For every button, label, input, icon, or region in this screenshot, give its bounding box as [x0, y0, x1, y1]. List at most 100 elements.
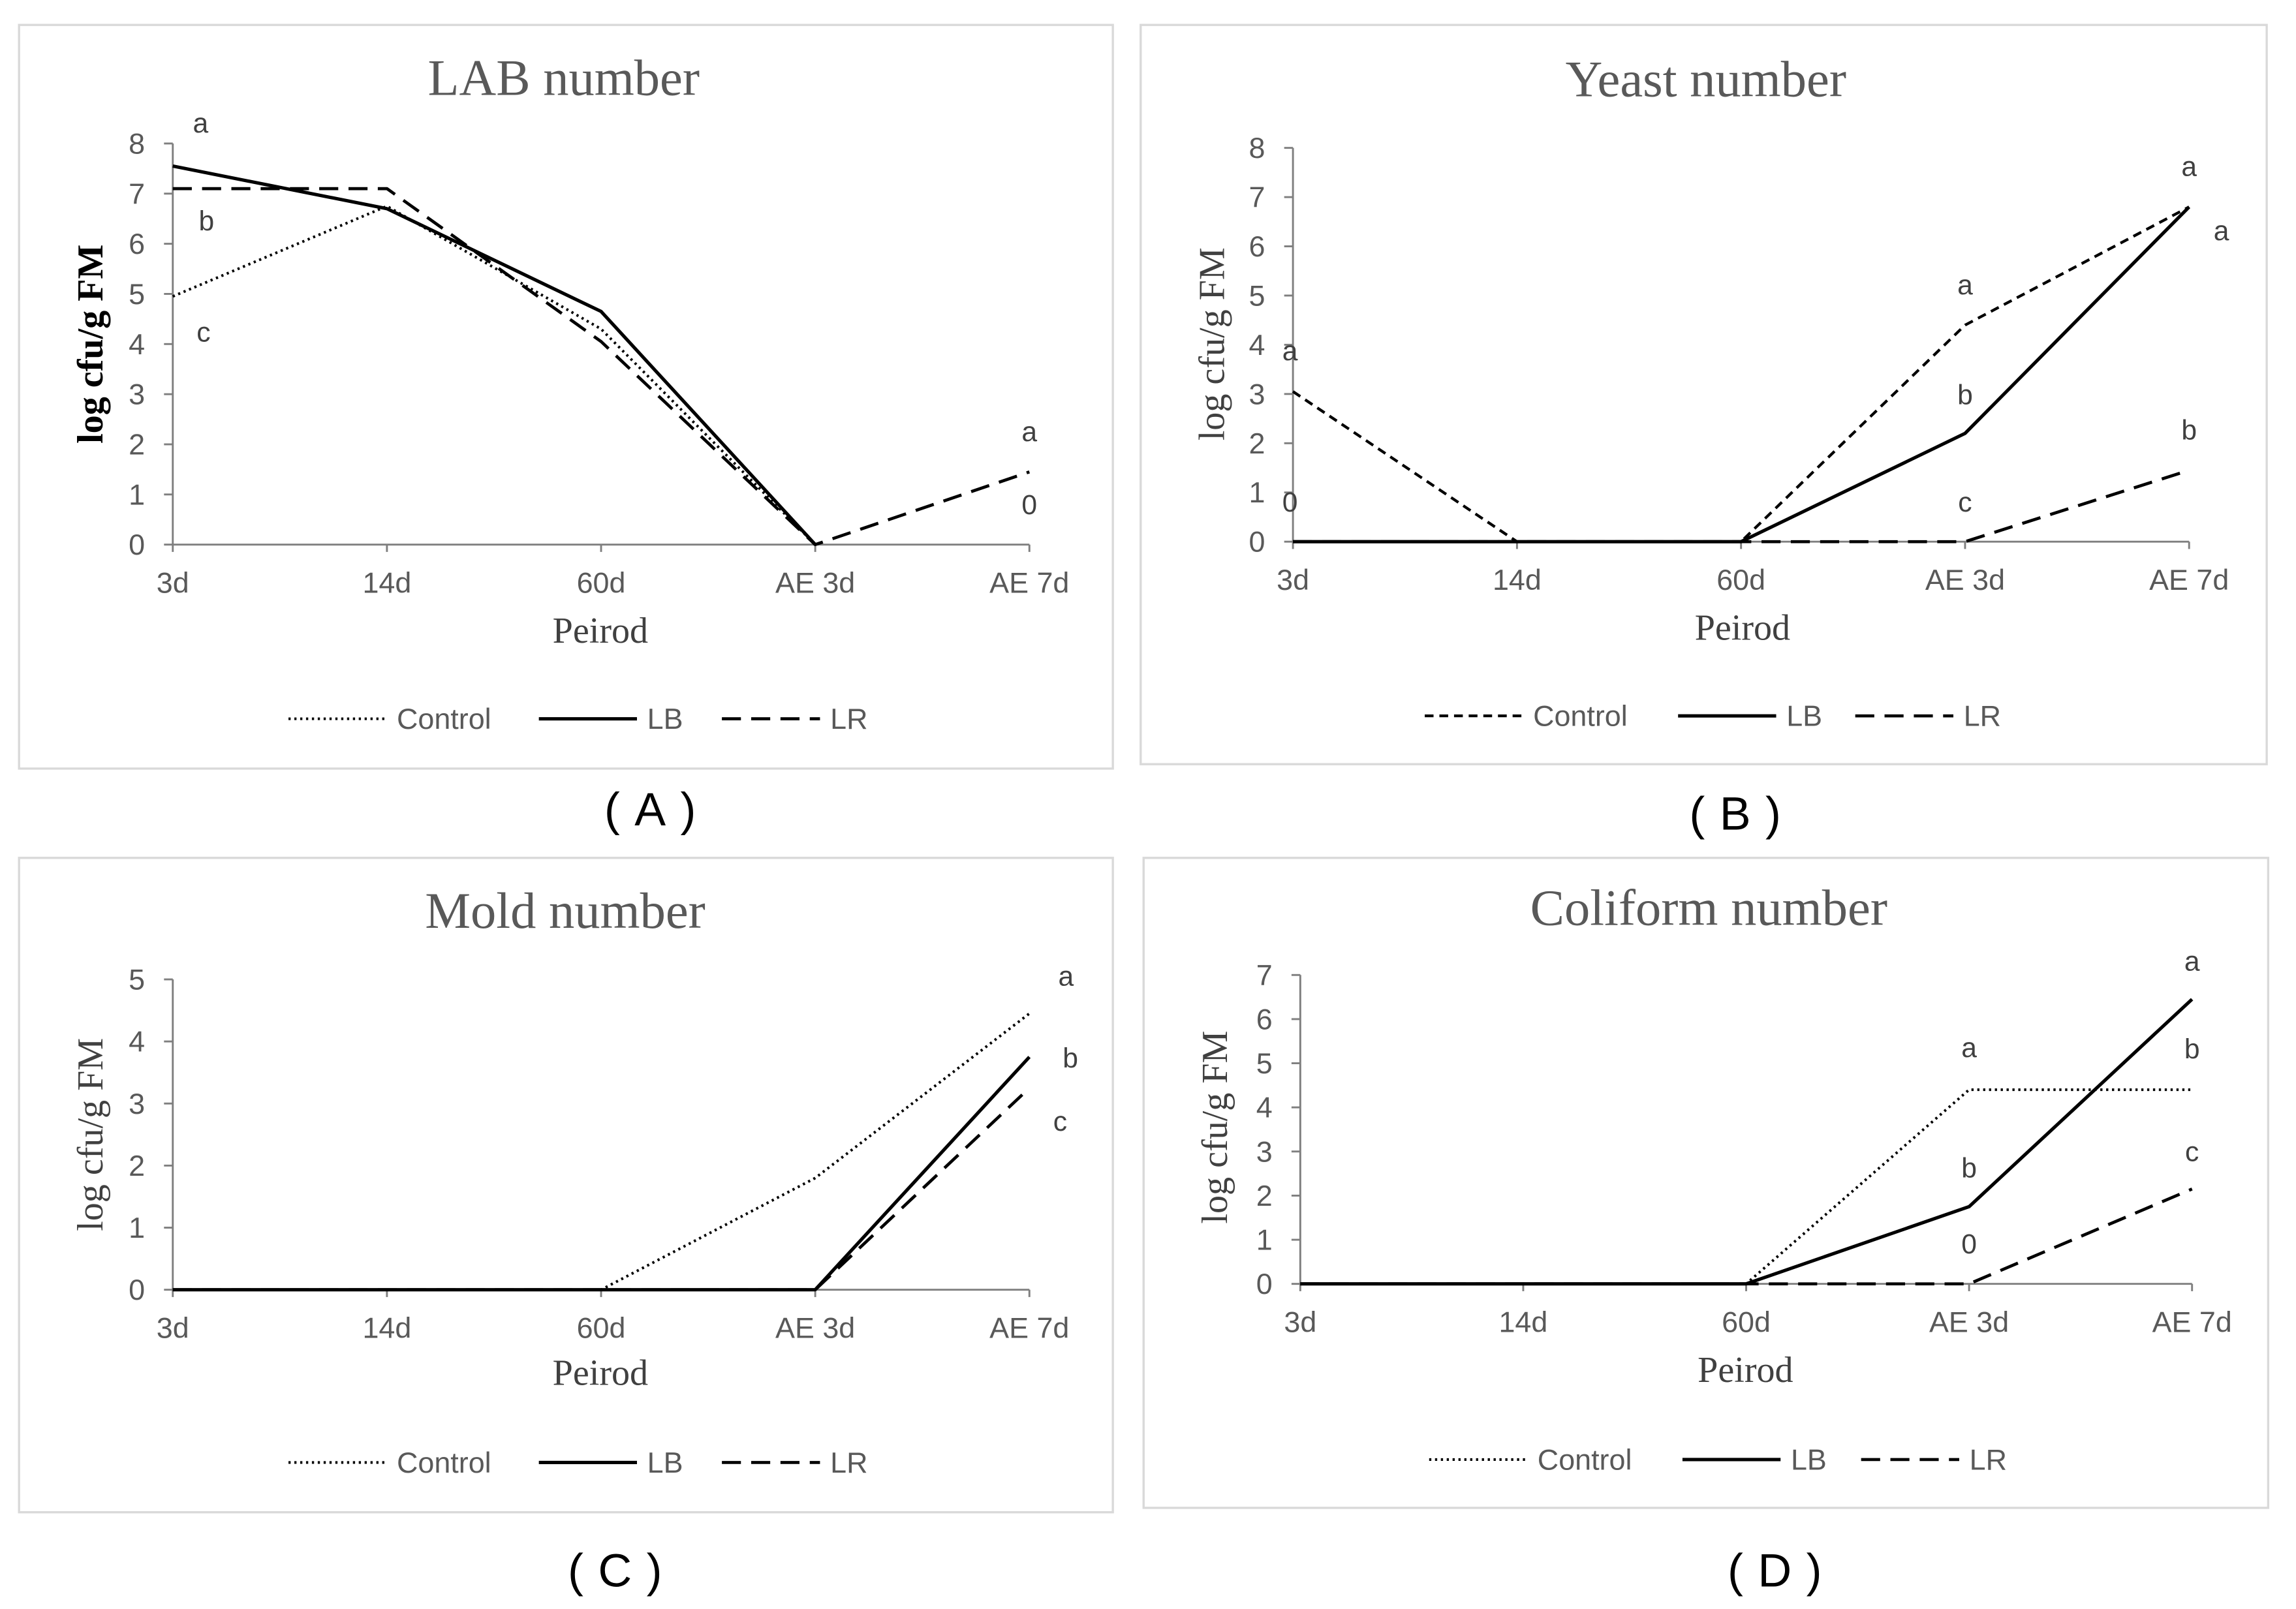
x-tick-label: 60d — [1722, 1306, 1771, 1339]
y-tick-label: 6 — [1256, 1002, 1273, 1035]
legend-label-lb: LB — [1786, 699, 1822, 733]
y-axis-label: log cfu/g FM — [70, 245, 111, 444]
y-tick-label: 5 — [1249, 279, 1265, 312]
legend-label-control: Control — [1533, 699, 1628, 733]
y-tick-label: 1 — [129, 1211, 145, 1244]
y-tick-label: 8 — [1249, 131, 1265, 164]
y-tick-label: 2 — [1249, 427, 1265, 460]
chart-frame — [18, 857, 1114, 1514]
significance-label: b — [2184, 1034, 2200, 1065]
significance-label: b — [198, 206, 214, 237]
x-axis-label: Peirod — [553, 611, 648, 651]
x-axis-label: Peirod — [1698, 1350, 1793, 1390]
y-tick-label: 6 — [1249, 230, 1265, 263]
y-tick-label: 0 — [129, 1273, 145, 1306]
significance-label: a — [1961, 1032, 1977, 1064]
y-tick-label: 1 — [129, 478, 145, 511]
y-tick-label: 7 — [1249, 181, 1265, 214]
significance-label: c — [2185, 1136, 2199, 1167]
y-axis-label: log cfu/g FM — [1195, 1031, 1235, 1224]
chart-frame — [18, 23, 1114, 770]
x-tick-label: AE 3d — [1929, 1306, 2009, 1339]
panel-d: Coliform number log cfu/g FM Peirod 0 1 2 3… — [1142, 857, 2270, 1597]
legend-label-lb: LB — [647, 702, 683, 735]
x-tick-label: 3d — [157, 566, 189, 600]
y-tick-label: 5 — [1256, 1047, 1273, 1080]
significance-label: 0 — [1021, 489, 1037, 521]
significance-label: c — [1053, 1106, 1067, 1137]
y-axis-label: log cfu/g FM — [70, 1038, 111, 1231]
series-line-lb — [172, 164, 817, 546]
x-tick-label: 14d — [362, 566, 411, 600]
significance-label: a — [1282, 335, 1298, 367]
panel-caption: (B) — [1689, 788, 1795, 840]
x-tick-label: 14d — [1493, 563, 1542, 596]
x-tick-label: 3d — [157, 1311, 189, 1345]
x-tick-label: 60d — [577, 1311, 626, 1345]
legend-label-control: Control — [397, 702, 491, 735]
panel-caption: (C) — [568, 1544, 677, 1597]
significance-label: c — [1958, 487, 1972, 518]
y-tick-label: 4 — [1249, 328, 1265, 361]
chart-title: LAB number — [428, 49, 700, 106]
significance-label: b — [2181, 415, 2197, 446]
y-tick-label: 2 — [1256, 1179, 1273, 1212]
legend-label-lr: LR — [830, 1446, 867, 1479]
x-tick-label: 14d — [362, 1311, 411, 1345]
y-tick-label: 0 — [1249, 525, 1265, 559]
panel-c: Mold number log cfu/g FM Peirod 0 1 2 3 4 5 3d… — [18, 857, 1114, 1597]
chart-title: Coliform number — [1530, 880, 1887, 936]
series-line-lr — [172, 1086, 1031, 1292]
panel-a: LAB number log cfu/g FM Peirod 0 1 2 3 4 5 6 7 8… — [18, 23, 1114, 836]
y-tick-label: 7 — [1256, 958, 1273, 992]
significance-label: b — [1957, 379, 1973, 410]
significance-label: a — [2181, 151, 2197, 182]
y-tick-label: 8 — [129, 127, 145, 160]
x-tick-label: AE 7d — [2152, 1306, 2232, 1339]
chart-frame — [1140, 23, 2268, 765]
y-tick-label: 1 — [1249, 476, 1265, 509]
y-tick-label: 0 — [1256, 1267, 1273, 1300]
legend-label-lr: LR — [830, 702, 867, 735]
panel-b: Yeast number log cfu/g FM Peirod 0123456… — [1140, 23, 2268, 840]
x-tick-label: AE 3d — [775, 566, 855, 600]
y-tick-label: 5 — [129, 963, 145, 996]
x-tick-label: AE 7d — [2149, 563, 2229, 596]
series-line-lr — [1293, 468, 2190, 544]
y-tick-label: 1 — [1256, 1223, 1273, 1257]
significance-label: a — [1059, 960, 1074, 992]
y-tick-label: 7 — [129, 177, 145, 210]
series-line-lr — [1300, 1188, 2193, 1286]
y-tick-label: 2 — [129, 1149, 145, 1182]
panel-caption: (A) — [604, 784, 711, 836]
y-tick-label: 3 — [1249, 377, 1265, 410]
y-tick-label: 3 — [129, 1087, 145, 1120]
x-tick-label: AE 7d — [989, 1311, 1069, 1345]
x-tick-label: 3d — [1284, 1306, 1316, 1339]
significance-label: a — [1957, 269, 1973, 301]
y-tick-label: 4 — [129, 1025, 145, 1058]
legend-label-control: Control — [1538, 1443, 1632, 1476]
legend-label-control: Control — [397, 1446, 491, 1479]
chart-title: Yeast number — [1566, 51, 1846, 108]
x-tick-label: 60d — [577, 566, 626, 600]
y-tick-label: 0 — [129, 528, 145, 561]
plot-area: 0 1 2 3 4 5 3d 14d 60d AE 3d AE 7d Control LB LR a b c — [129, 960, 1078, 1479]
legend-label-lb: LB — [647, 1446, 683, 1479]
significance-label: b — [1961, 1153, 1977, 1184]
y-tick-label: 4 — [1256, 1091, 1273, 1124]
y-tick-label: 3 — [129, 378, 145, 411]
y-tick-label: 3 — [1256, 1135, 1273, 1168]
y-tick-label: 6 — [129, 227, 145, 260]
y-tick-label: 4 — [129, 328, 145, 361]
significance-label: a — [2214, 215, 2229, 247]
plot-area: 0 1 2 3 4 5 6 7 8 3d 14d 60d AE 3d AE 7d Control LB LR a b… — [129, 108, 1069, 735]
y-axis-label: log cfu/g FM — [1192, 247, 1233, 440]
x-tick-label: AE 7d — [989, 566, 1069, 600]
panel-caption: (D) — [1728, 1544, 1837, 1597]
significance-label: 0 — [1961, 1229, 1977, 1260]
series-line-control — [1292, 206, 2190, 544]
y-tick-label: 2 — [129, 427, 145, 461]
